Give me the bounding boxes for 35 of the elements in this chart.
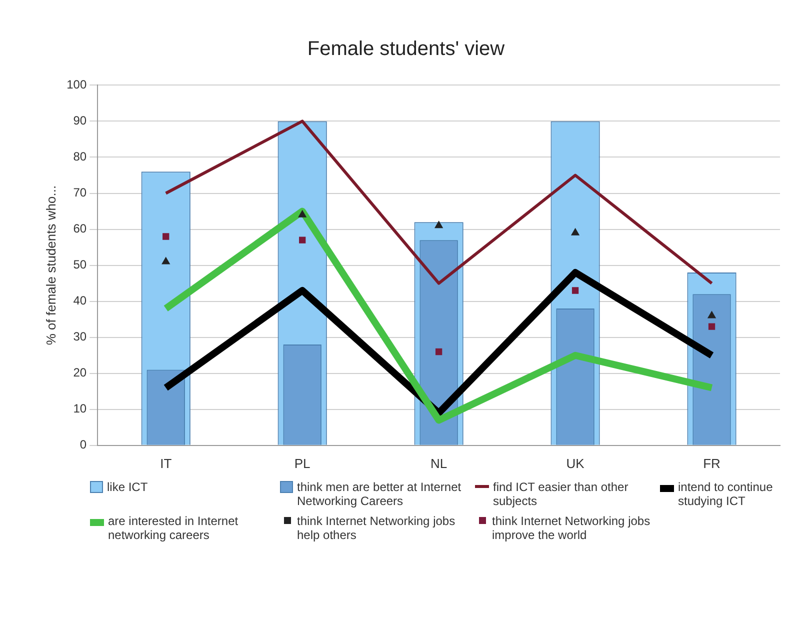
point [298, 210, 306, 218]
legend-label: intend to continue studying ICT [678, 480, 774, 508]
y-tick-label: 100 [66, 78, 87, 92]
x-tick-label: FR [703, 456, 720, 471]
point [708, 311, 716, 318]
legend-label: think Internet Networking jobs help others [297, 514, 456, 542]
y-tick-label: 20 [73, 366, 87, 380]
point [708, 323, 716, 330]
x-tick-label: UK [566, 456, 585, 471]
legend-label: are interested in Internet networking careers [108, 514, 240, 542]
y-tick-label: 40 [73, 294, 87, 308]
point [434, 221, 443, 228]
point [299, 236, 306, 244]
y-tick-label: 60 [73, 222, 87, 236]
point [435, 348, 442, 356]
point [572, 287, 579, 294]
point [571, 228, 580, 236]
y-tick-label: 90 [73, 114, 87, 128]
legend-label: think men are better at Internet Networking Careers [297, 480, 462, 508]
y-tick-label: 30 [73, 330, 87, 344]
point [162, 233, 170, 240]
y-tick-label: 80 [73, 150, 87, 164]
x-tick-label: NL [430, 456, 448, 471]
y-tick-label: 50 [73, 258, 87, 272]
legend-label: think Internet Networking jobs improve the world [492, 514, 652, 542]
x-tick-label: PL [294, 456, 310, 471]
x-tick-label: IT [160, 456, 172, 471]
chart-title: Female students' view [306, 38, 506, 61]
legend-label: like ICT [107, 480, 148, 494]
legend-label: find ICT easier than other subjects [493, 480, 630, 508]
point [162, 257, 170, 264]
y-tick-label: 10 [73, 402, 87, 416]
y-tick-label: 0 [80, 438, 87, 452]
y-axis-title: % of female students who... [43, 185, 58, 346]
y-tick-label: 70 [73, 186, 87, 200]
